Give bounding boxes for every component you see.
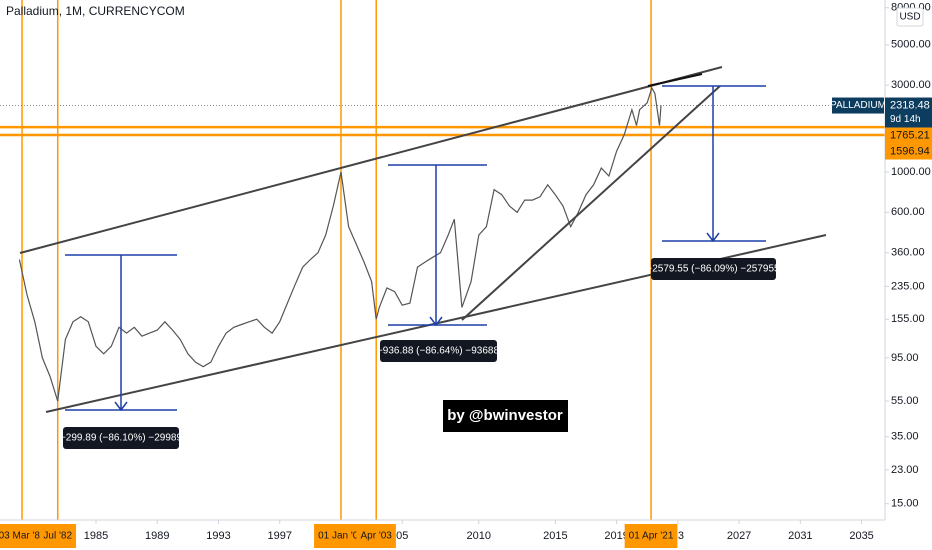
date-label: Apr '03 — [361, 531, 393, 542]
plot-area — [0, 0, 885, 520]
y-tick-label: 235.00 — [891, 280, 925, 292]
symbol-box — [832, 97, 884, 114]
channel-upper — [19, 66, 723, 254]
date-label-box — [624, 524, 678, 548]
trend-line — [647, 73, 703, 87]
date-label: 01 Jan '01 — [318, 531, 364, 542]
y-tick-label: 35.00 — [891, 431, 919, 443]
price-label: 1596.94 — [890, 145, 930, 157]
y-tick-label: 95.00 — [891, 352, 919, 364]
measurement-box — [380, 340, 497, 362]
trend-line — [461, 85, 721, 321]
currency: USD — [899, 12, 920, 23]
x-tick-label: 1989 — [145, 530, 169, 542]
date-label: 01 Apr '21 — [629, 531, 674, 542]
y-tick-label: 155.00 — [891, 313, 925, 325]
y-tick-label: 600.00 — [891, 206, 925, 218]
chart-title: Palladium, 1M, CURRENCYCOM — [6, 4, 185, 18]
last-price-box — [885, 97, 932, 128]
price-label-box — [885, 143, 932, 160]
x-tick-label: 05 — [396, 530, 408, 542]
x-tick-label: 2019 — [604, 530, 628, 542]
watermark-box — [443, 400, 568, 432]
y-tick-label: 23.00 — [891, 464, 919, 476]
y-tick-label: 15.00 — [891, 498, 919, 510]
y-tick-label: 360.00 — [891, 247, 925, 259]
measurement-label: −2579.55 (−86.09%) −257955 — [646, 264, 780, 275]
y-tick-label: 3000.00 — [891, 79, 931, 91]
date-label-box — [39, 524, 77, 548]
measurement-brackets — [65, 85, 766, 412]
symbol-label: PALLADIUM — [830, 100, 886, 111]
y-tick-label: 1000.00 — [891, 166, 931, 178]
x-tick-label: 1993 — [206, 530, 230, 542]
x-tick-label: 2027 — [727, 530, 751, 542]
measurement-label: −299.89 (−86.10%) −29989 — [60, 433, 182, 444]
price-label: 1765.21 — [890, 129, 930, 141]
y-tick-label: 5000.00 — [891, 39, 931, 51]
date-label: 03 Mar '80 — [0, 531, 46, 542]
price-label-box — [885, 127, 932, 144]
measurement-box — [63, 427, 179, 449]
bracket — [388, 164, 487, 327]
bracket — [662, 85, 766, 243]
x-tick-label: 1985 — [84, 530, 108, 542]
measurement-label: −936.88 (−86.64%) −93688 — [377, 346, 499, 357]
date-label: Jul '82 — [43, 531, 72, 542]
currency-box — [896, 7, 924, 27]
x-tick-label: 2035 — [849, 530, 873, 542]
countdown: 9d 14h — [890, 114, 921, 125]
x-tick-label: 2015 — [543, 530, 567, 542]
watermark: by @bwinvestor — [447, 407, 563, 424]
measurement-box — [651, 258, 776, 280]
x-tick-label: 2031 — [788, 530, 812, 542]
bracket — [65, 254, 177, 412]
price-line — [18, 86, 662, 402]
x-tick-label: 1997 — [267, 530, 291, 542]
y-tick-label: 55.00 — [891, 395, 919, 407]
x-tick-label: 2010 — [467, 530, 491, 542]
date-label-box — [356, 524, 396, 548]
last-price-label: 2318.48 — [890, 99, 930, 111]
